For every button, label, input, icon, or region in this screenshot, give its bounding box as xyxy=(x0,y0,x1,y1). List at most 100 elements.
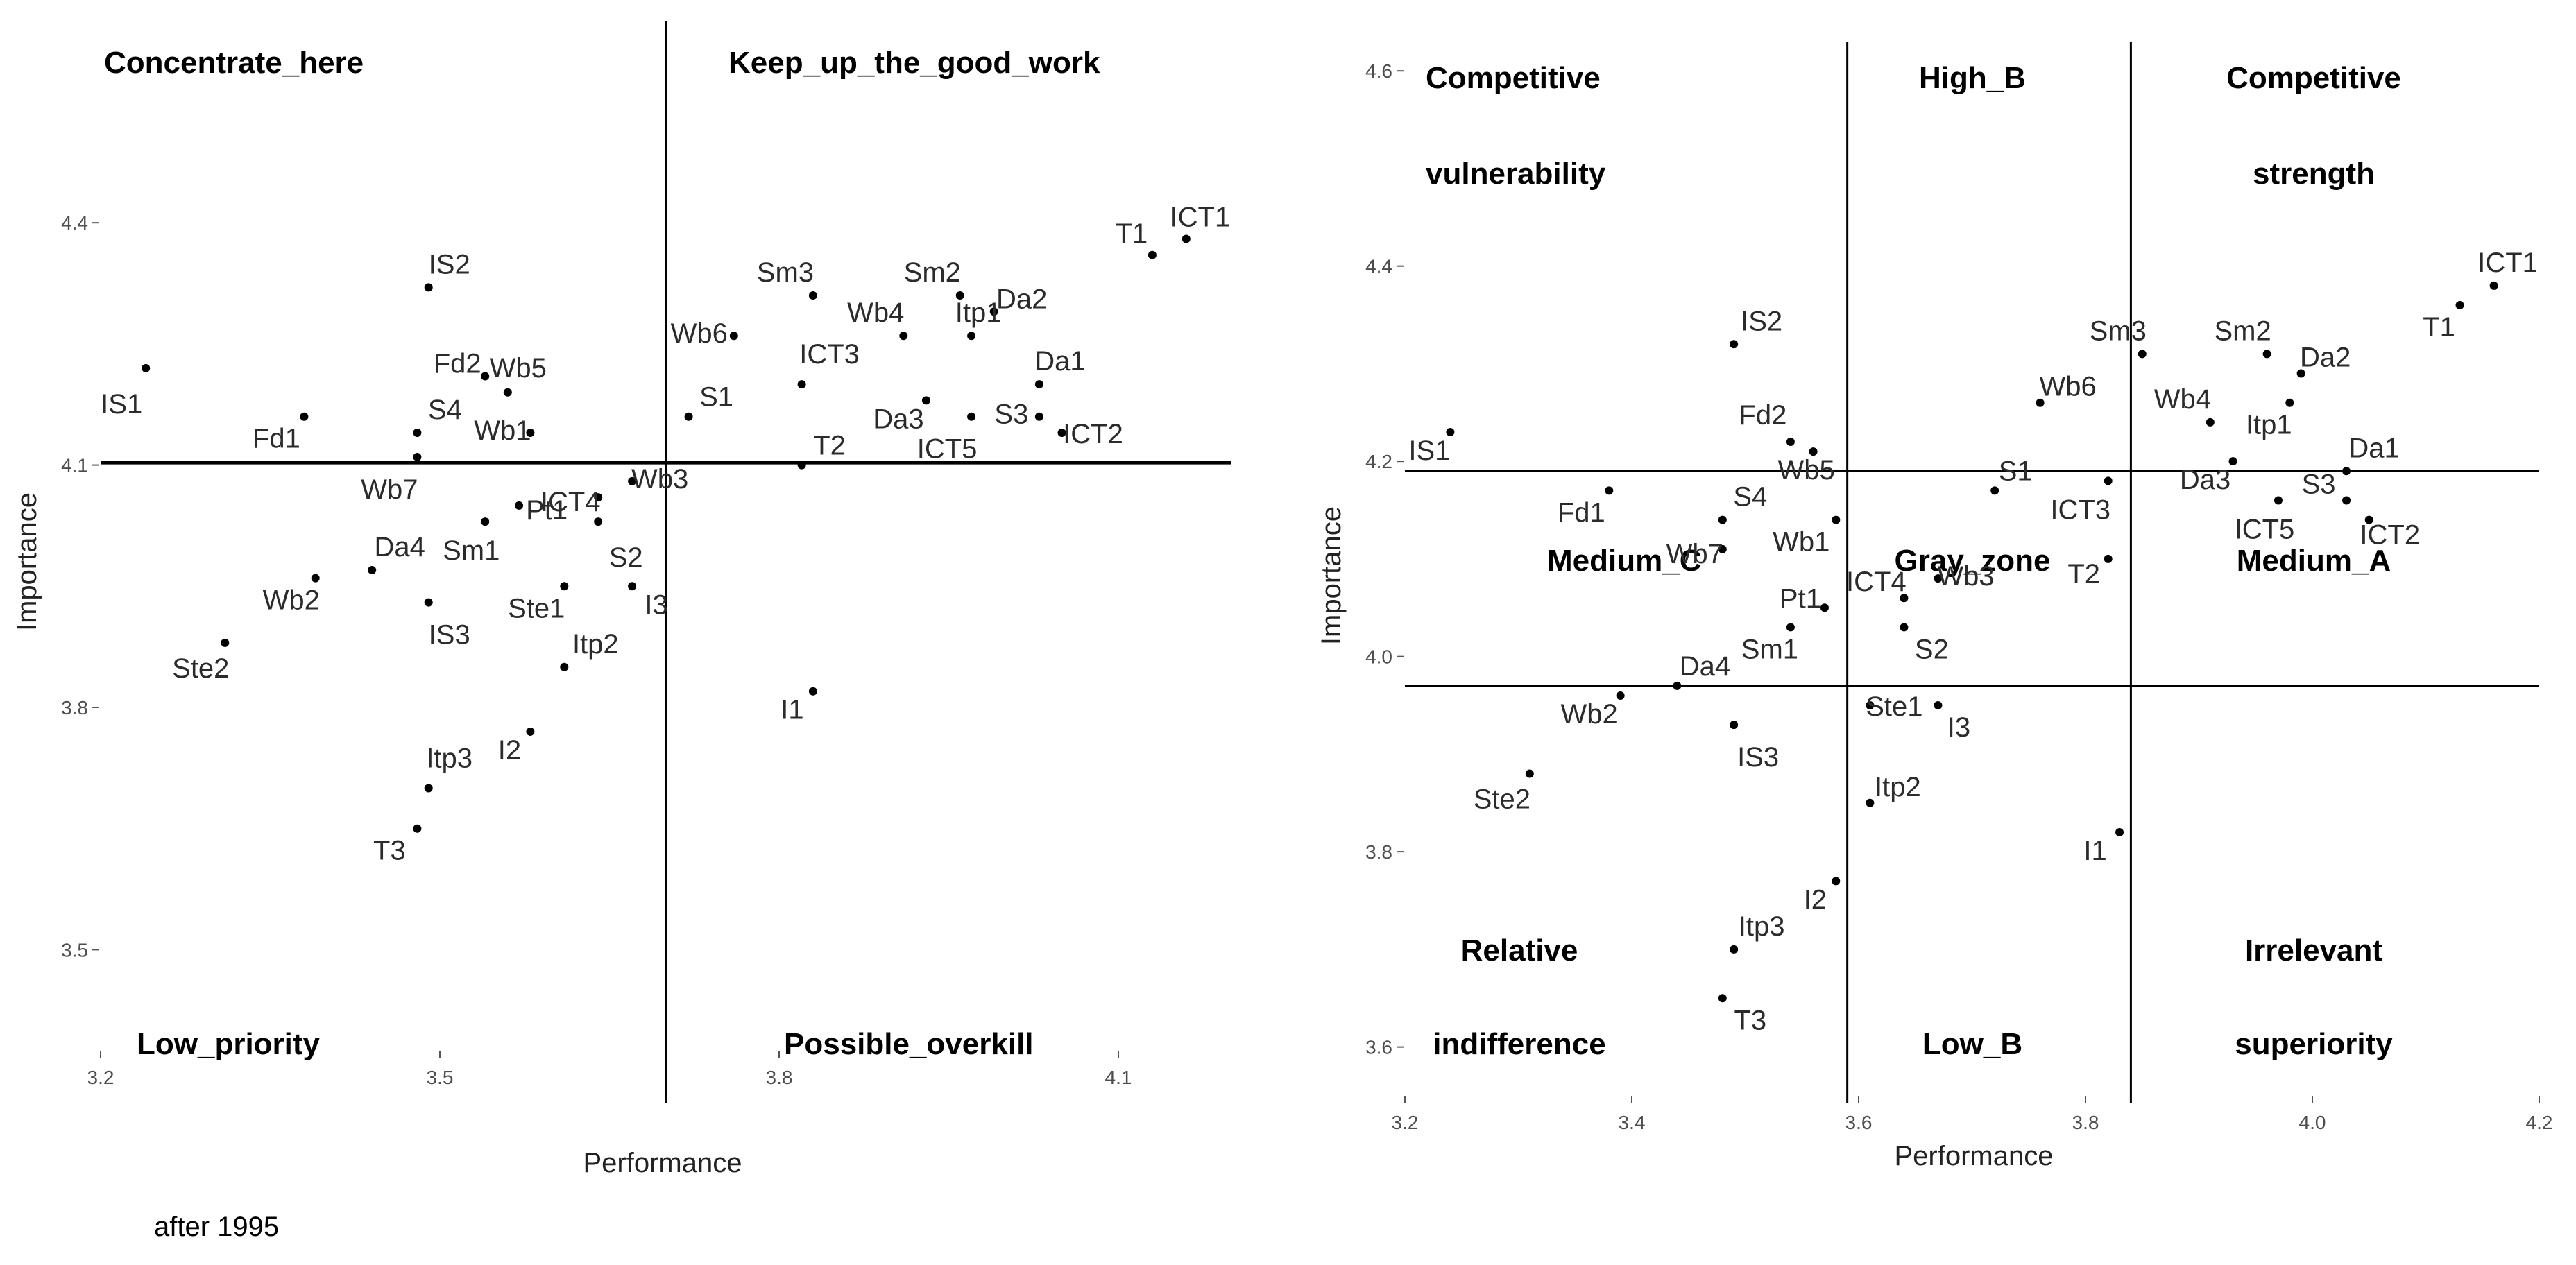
quadrant-label: Keep_up_the_good_work xyxy=(728,46,1100,80)
data-point-label: IS2 xyxy=(1741,306,1782,336)
data-point-label: Pt1 xyxy=(526,495,568,526)
data-point-wb7 xyxy=(413,452,422,461)
data-point-label: ICT5 xyxy=(917,434,978,465)
data-point-label: Itp2 xyxy=(572,629,619,660)
data-point-label: Wb1 xyxy=(1773,527,1829,558)
quadrant-label: superiority xyxy=(2235,1027,2393,1061)
data-point-i2 xyxy=(526,727,535,736)
data-point-da1 xyxy=(2342,467,2351,476)
quadrant-label: Concentrate_here xyxy=(104,46,364,80)
data-point-label: Wb7 xyxy=(361,474,418,505)
data-point-pt1 xyxy=(515,501,524,510)
data-point-i3 xyxy=(1934,701,1943,710)
data-point-label: ICT2 xyxy=(2360,520,2420,551)
x-tick-label: 4.0 xyxy=(2299,1112,2326,1133)
data-point-label: ICT1 xyxy=(2477,248,2538,278)
data-point-ste2 xyxy=(1525,769,1534,778)
data-point-label: Da2 xyxy=(2300,343,2351,373)
data-point-i3 xyxy=(628,582,637,591)
data-point-wb6 xyxy=(2036,398,2045,407)
data-point-label: Da4 xyxy=(375,532,425,562)
y-tick-label: 4.4 xyxy=(1365,256,1392,277)
data-point-fd1 xyxy=(1605,486,1614,495)
data-point-is1 xyxy=(1446,427,1455,436)
quadrant-label: Competitive xyxy=(1426,61,1601,95)
data-point-s4 xyxy=(1718,515,1727,524)
data-point-label: Fd1 xyxy=(253,424,300,454)
data-point-sm1 xyxy=(481,517,490,526)
data-point-is3 xyxy=(1730,721,1739,730)
data-point-da4 xyxy=(1673,681,1682,690)
data-point-itp1 xyxy=(967,332,976,341)
data-point-da3 xyxy=(2228,457,2237,466)
data-point-da4 xyxy=(368,566,377,574)
x-tick-label: 3.6 xyxy=(1845,1112,1873,1133)
data-point-label: ICT3 xyxy=(799,339,860,370)
data-point-label: T3 xyxy=(1734,1005,1766,1035)
data-point-label: Fd2 xyxy=(434,348,481,379)
data-point-label: S2 xyxy=(609,542,643,573)
data-point-fd1 xyxy=(300,412,309,421)
data-point-label: Sm1 xyxy=(443,535,500,566)
y-tick-label: 3.6 xyxy=(1365,1037,1392,1058)
quadrant-label: Competitive xyxy=(2226,61,2401,95)
data-point-ict2 xyxy=(1057,429,1066,437)
data-point-label: Wb3 xyxy=(631,464,688,494)
chart-panel-1: 3.2 3.5 3.8 4.1 3.5 3.8 4.1 4.4 Performance Impor… xyxy=(12,21,1231,1178)
data-point-wb2 xyxy=(311,574,320,583)
data-point-s1 xyxy=(1990,486,1999,495)
data-point-label: Sm2 xyxy=(904,257,961,288)
data-point-label: Wb7 xyxy=(1666,539,1723,569)
data-point-itp3 xyxy=(424,784,433,793)
data-point-label: S1 xyxy=(1999,456,2033,486)
data-point-label: IS2 xyxy=(429,249,470,279)
data-point-fd2 xyxy=(481,372,490,381)
data-point-label: S4 xyxy=(428,395,462,425)
data-point-t2 xyxy=(2104,554,2113,563)
data-point-ste1 xyxy=(560,582,569,591)
data-point-label: Fd1 xyxy=(1558,497,1605,528)
data-point-i1 xyxy=(2115,828,2124,836)
x-axis-title: Performance xyxy=(1895,1141,2054,1171)
data-point-wb7 xyxy=(1718,544,1727,553)
quadrant-label: Low_priority xyxy=(137,1027,321,1061)
quadrant-label: Gray_zone xyxy=(1895,544,2051,578)
data-point-is2 xyxy=(424,283,433,292)
data-point-label: T1 xyxy=(2423,312,2455,343)
data-point-ste2 xyxy=(221,638,230,647)
data-point-label: IS3 xyxy=(429,620,470,651)
data-point-label: ICT2 xyxy=(1063,419,1123,449)
data-point-i1 xyxy=(808,687,817,696)
data-point-t3 xyxy=(413,824,422,833)
data-point-t1 xyxy=(2455,301,2464,309)
x-tick-label: 3.2 xyxy=(1392,1112,1419,1133)
x-tick-label: 4.2 xyxy=(2526,1112,2553,1133)
data-point-t2 xyxy=(797,461,806,470)
quadrant-label: Medium_C xyxy=(1547,544,1701,578)
data-point-label: I2 xyxy=(1804,884,1827,915)
data-point-label: T2 xyxy=(813,431,846,461)
quadrant-label: Medium_A xyxy=(2237,544,2391,578)
data-point-label: Da1 xyxy=(1034,346,1085,377)
data-point-fd2 xyxy=(1786,438,1795,447)
data-point-ict3 xyxy=(2104,476,2113,485)
data-point-ict1 xyxy=(2489,281,2498,290)
data-point-s2 xyxy=(594,517,603,526)
data-point-da2 xyxy=(2296,369,2305,378)
data-point-label: ICT1 xyxy=(1170,202,1230,232)
data-point-i2 xyxy=(1832,877,1841,886)
data-point-s2 xyxy=(1900,623,1909,632)
data-point-label: Sm1 xyxy=(1741,634,1798,664)
data-point-s1 xyxy=(684,412,693,421)
data-point-ict5 xyxy=(967,412,976,421)
data-point-label: Wb3 xyxy=(1937,561,1994,592)
y-tick-label: 3.8 xyxy=(61,697,88,718)
data-point-label: I1 xyxy=(2083,836,2106,866)
chart-panel-2: 3.2 3.4 3.6 3.8 4.0 4.2 3.6 3.8 4.0 4.2 4.4 4.6 Perf… xyxy=(1316,42,2552,1171)
data-point-label: Da3 xyxy=(873,404,923,434)
data-point-is2 xyxy=(1730,340,1739,349)
data-point-label: Ste1 xyxy=(1866,691,1922,722)
data-point-ict5 xyxy=(2274,496,2283,505)
data-point-wb3 xyxy=(1934,574,1943,583)
